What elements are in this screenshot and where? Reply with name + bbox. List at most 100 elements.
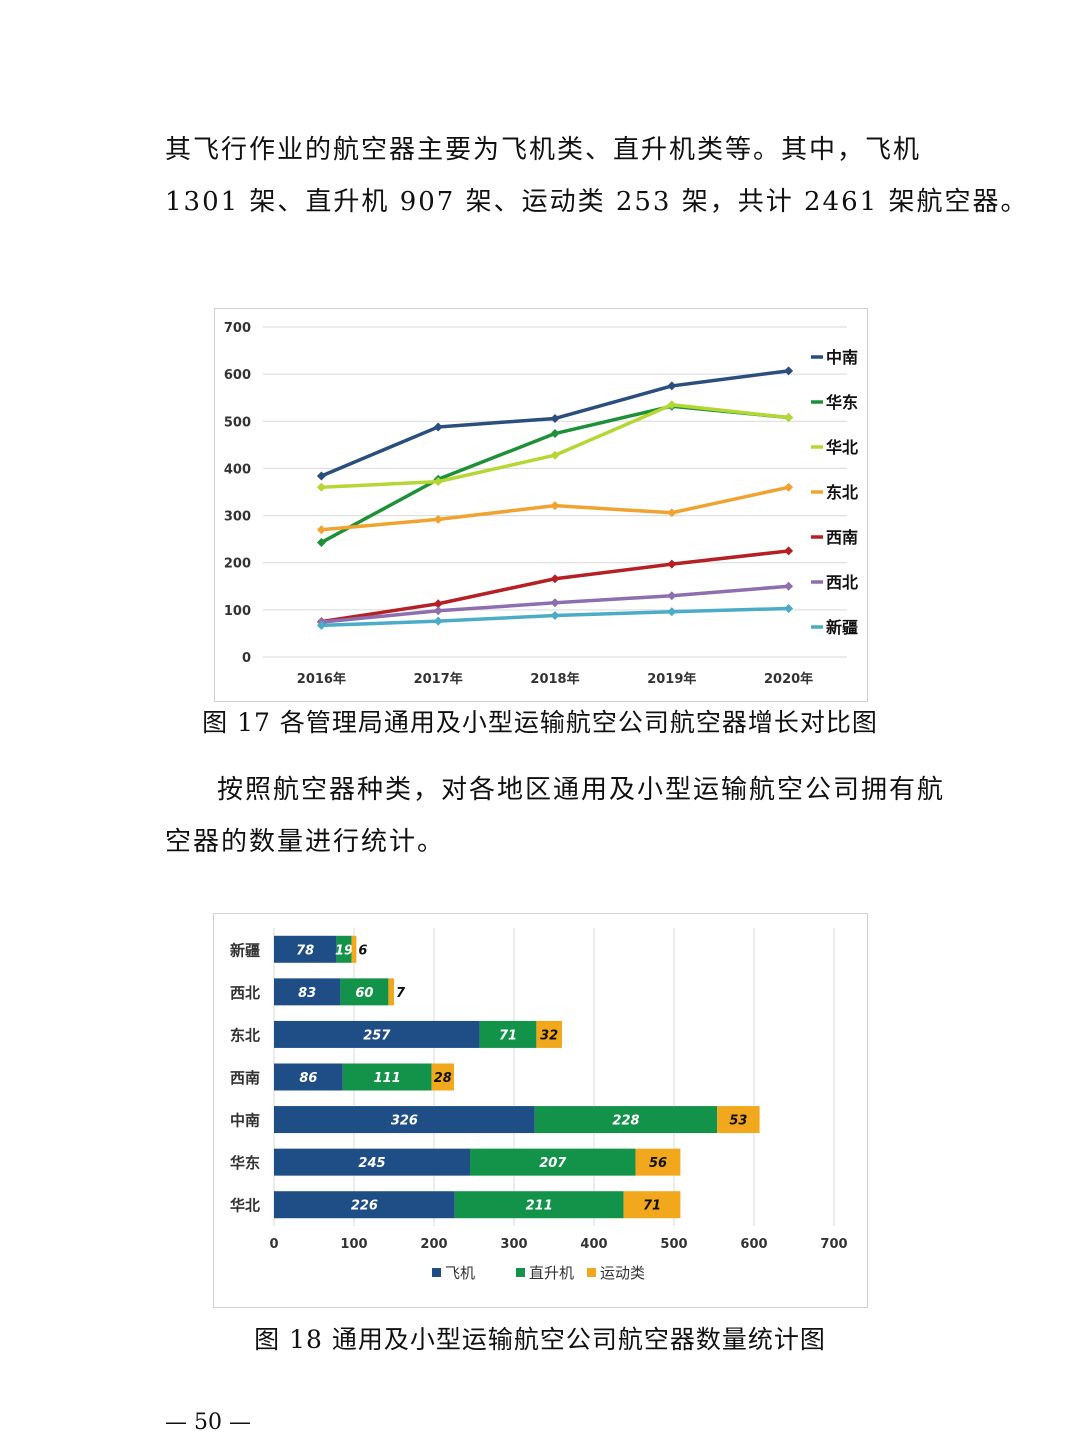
legend-label: 西北 (826, 573, 858, 592)
data-point (550, 429, 560, 439)
x-tick-label: 100 (340, 1237, 367, 1252)
bar-segment (454, 1191, 624, 1219)
legend-swatch (432, 1268, 441, 1277)
data-point (784, 413, 794, 423)
bar-segment (431, 1063, 454, 1091)
data-label: 7 (396, 986, 406, 1001)
category-label: 西南 (230, 1069, 260, 1087)
data-label: 326 (391, 1114, 418, 1129)
y-tick-label: 0 (242, 651, 251, 666)
legend-label: 运动类 (600, 1264, 645, 1282)
bar-segment (717, 1106, 760, 1134)
data-point (667, 591, 677, 601)
x-tick-label: 400 (580, 1237, 607, 1252)
bar-segment (479, 1020, 537, 1048)
paragraph-1-line-1: 其飞行作业的航空器主要为飞机类、直升机类等。其中，飞机 (165, 135, 922, 165)
data-label: 32 (540, 1028, 558, 1043)
category-label: 新疆 (230, 941, 260, 959)
legend-label: 直升机 (529, 1264, 574, 1282)
bar-segment (623, 1191, 681, 1219)
data-point (433, 616, 443, 626)
data-label: 53 (729, 1114, 747, 1129)
y-tick-label: 400 (224, 462, 251, 477)
data-label: 19 (335, 943, 353, 958)
legend-label: 华东 (826, 393, 858, 412)
bar-segment (274, 935, 337, 963)
data-point (784, 366, 794, 376)
x-tick-label: 2018年 (530, 671, 579, 687)
bar-segment (534, 1106, 718, 1134)
bar-segment (388, 978, 394, 1006)
data-label: 226 (351, 1199, 378, 1214)
bar-segment (274, 1020, 480, 1048)
data-point (550, 574, 560, 584)
data-point (550, 598, 560, 608)
data-label: 28 (434, 1071, 452, 1086)
data-point (667, 559, 677, 569)
legend-swatch (516, 1268, 525, 1277)
data-label: 71 (643, 1199, 661, 1214)
paragraph-1-line-2: 1301 架、直升机 907 架、运动类 253 架，共计 2461 架航空器。 (165, 187, 1029, 217)
category-label: 西北 (230, 984, 260, 1002)
data-label: 6 (358, 943, 367, 958)
page-number: — 50 — (165, 1410, 251, 1435)
data-label: 78 (296, 943, 314, 958)
data-point (316, 525, 326, 535)
data-point (550, 450, 560, 460)
data-point (316, 482, 326, 492)
bar-segment (274, 1191, 455, 1219)
bar-segment (274, 978, 341, 1006)
data-point (667, 508, 677, 518)
category-label: 东北 (230, 1026, 260, 1044)
bar-segment (336, 935, 352, 963)
data-point (667, 381, 677, 391)
x-tick-label: 2017年 (414, 671, 463, 687)
bar-chart-frame: 0 100 200 300 400 500 600 700 新疆 78 19 6 西北 83 60 7 东北 25… (213, 913, 868, 1308)
x-tick-label: 500 (660, 1237, 687, 1252)
y-tick-label: 600 (224, 368, 251, 383)
data-point (433, 422, 443, 432)
bar-segment (351, 935, 357, 963)
bar-segment (274, 1148, 470, 1176)
y-tick-label: 500 (224, 415, 251, 430)
data-label: 83 (298, 986, 316, 1001)
bar-segment (635, 1148, 681, 1176)
data-label: 111 (374, 1071, 401, 1086)
figure-17-caption: 图 17 各管理局通用及小型运输航空公司航空器增长对比图 (202, 708, 878, 737)
data-point (784, 603, 794, 613)
paragraph-2-line-2: 空器的数量进行统计。 (165, 827, 446, 857)
data-point (784, 581, 794, 591)
data-point (433, 606, 443, 616)
data-label: 211 (526, 1199, 553, 1214)
data-point (433, 477, 443, 487)
paragraph-2: 按照航空器种类，对各地区通用及小型运输航空公司拥有航 空器的数量进行统计。 (165, 764, 943, 868)
legend-label: 新疆 (826, 618, 858, 637)
y-tick-label: 300 (224, 510, 251, 525)
data-point (316, 620, 326, 630)
data-point (433, 514, 443, 524)
x-tick-label: 200 (420, 1237, 447, 1252)
bar-segment (470, 1148, 636, 1176)
bar-chart: 0 100 200 300 400 500 600 700 新疆 78 19 6 西北 83 60 7 东北 25… (230, 928, 848, 1282)
series-line (320, 369, 789, 478)
bar-segment (536, 1020, 562, 1048)
data-label: 86 (299, 1071, 317, 1086)
data-point (550, 611, 560, 621)
data-point (784, 482, 794, 492)
x-tick-label: 600 (740, 1237, 767, 1252)
legend-swatch (587, 1268, 596, 1277)
line-chart-frame: 0 100 200 300 400 500 600 700 2016年 2017年 2018年 201… (214, 308, 868, 702)
data-label: 56 (649, 1156, 667, 1171)
bar-segment (340, 978, 389, 1006)
figure-18-caption: 图 18 通用及小型运输航空公司航空器数量统计图 (254, 1325, 826, 1354)
data-point (550, 413, 560, 423)
data-label: 71 (499, 1028, 517, 1043)
data-label: 257 (363, 1028, 391, 1043)
category-label: 华北 (230, 1197, 260, 1215)
category-label: 华东 (230, 1154, 260, 1172)
data-point (784, 546, 794, 556)
category-label: 中南 (230, 1112, 260, 1130)
bar-segment (274, 1063, 343, 1091)
data-point (316, 471, 326, 481)
x-tick-label: 2020年 (764, 671, 813, 687)
